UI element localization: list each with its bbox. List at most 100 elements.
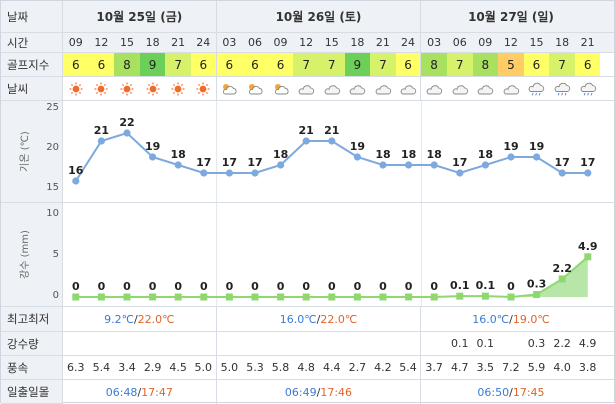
wind-cell: 5.4 (396, 356, 422, 379)
partly-cloudy-icon (217, 77, 243, 100)
wind-cell: 4.0 (553, 361, 571, 374)
time-cell: 18 (555, 36, 570, 49)
precipitation-data-label: 4.9 (578, 240, 598, 253)
temperature-data-label: 18 (273, 148, 288, 161)
cloud-icon (345, 77, 371, 100)
temperature-data-label: 17 (247, 156, 262, 169)
temperature-point (430, 161, 438, 169)
temperature-point (97, 137, 105, 145)
sunset: 17:46 (320, 385, 353, 399)
temperature-data-label: 17 (222, 156, 237, 169)
date-row: 10월 25일 (금) 10월 26일 (토) 10월 27일 (일) (63, 1, 614, 33)
golf-score-cell: 7 (165, 53, 191, 76)
y-axis-tick: 25 (46, 102, 59, 113)
wind-cell: 3.4 (118, 361, 136, 374)
precipitation-point (225, 293, 233, 301)
time-cell: 12 (299, 36, 314, 49)
sun-day-3: 06:50/17:45 (421, 380, 600, 404)
precipitation-point (507, 293, 515, 301)
time-row: 09 12 15 18 21 24 03 06 09 12 15 18 21 24 03 06 09 12 15 18… (63, 33, 614, 53)
precip-cell: 4.9 (578, 337, 597, 350)
temperature-data-label: 17 (580, 156, 595, 169)
precipitation-data-label: 0.1 (450, 279, 470, 292)
temperature-point (174, 161, 182, 169)
temperature-data-label: 21 (324, 124, 339, 137)
time-cell: 12 (503, 36, 518, 49)
sunset: 17:45 (512, 385, 545, 399)
temperature-point (302, 137, 310, 145)
cloud-icon (421, 77, 447, 100)
wind-cell: 5.3 (246, 361, 264, 374)
precipitation-point (379, 293, 387, 301)
y-axis-tick: 15 (46, 182, 59, 193)
time-cell: 24 (396, 33, 422, 52)
max-temp: 19.0℃ (512, 312, 550, 326)
cloud-icon (319, 77, 345, 100)
precip-cell (217, 332, 243, 355)
temperature-chart: 16 21 22 19 18 17 17 17 18 21 21 19 18 18 18 17 18 19 19 17… (63, 101, 615, 203)
wind-cell: 3.7 (425, 361, 443, 374)
precipitation-data-label: 0 (328, 280, 336, 293)
temperature-point (277, 161, 285, 169)
temperature-data-label: 21 (94, 124, 109, 137)
rain-cloud-icon (549, 77, 575, 100)
partly-cloudy-icon (268, 77, 294, 100)
temperature-point (72, 177, 80, 185)
temperature-point (379, 161, 387, 169)
time-cell: 15 (529, 36, 544, 49)
temperature-data-label: 21 (299, 124, 314, 137)
precipitation-data-label: 0 (277, 280, 285, 293)
precip-cell: 0.1 (476, 337, 495, 350)
wind-cell: 7.2 (502, 361, 520, 374)
wind-cell: 2.9 (143, 361, 162, 374)
max-temp: 22.0℃ (320, 312, 358, 326)
wind-cell: 6.3 (67, 361, 85, 374)
temperature-data-label: 17 (452, 156, 467, 169)
golf-score-cell: 7 (549, 53, 575, 76)
temperature-data-label: 18 (478, 148, 493, 161)
golf-score-cell: 8 (114, 53, 140, 76)
precipitation-point (558, 275, 566, 283)
golf-score-cell: 6 (267, 53, 294, 76)
precip-cell (89, 332, 115, 355)
temperature-point (251, 169, 259, 177)
precip-cell (191, 332, 217, 355)
sunset: 17:47 (141, 385, 173, 399)
precip-cell (370, 332, 396, 355)
precipitation-point (328, 293, 336, 301)
precipitation-point (584, 253, 592, 261)
golf-score-cell: 7 (446, 53, 473, 76)
time-cell: 15 (119, 36, 134, 49)
temperature-point (584, 169, 592, 177)
precipitation-data-label: 0 (430, 280, 438, 293)
sun-separator: / (509, 385, 513, 399)
cloud-icon (498, 77, 524, 100)
rain-axis-cell: 강수 (mm) (1, 203, 63, 307)
wind-cell: 2.7 (348, 361, 367, 374)
wind-cell: 4.7 (450, 361, 469, 374)
time-cell: 03 (427, 36, 442, 49)
time-cell: 09 (68, 36, 83, 49)
precip-cell (345, 332, 371, 355)
wind-cell: 5.0 (191, 356, 217, 379)
temperature-data-label: 16 (68, 164, 84, 177)
precipitation-data-label: 0 (251, 280, 259, 293)
precipitation-data-label: 0 (72, 280, 80, 293)
golf-score-cell: 6 (395, 53, 422, 76)
cloud-icon (447, 77, 473, 100)
precip-cell: 0.3 (527, 337, 546, 350)
temperature-point (558, 169, 566, 177)
temperature-point (123, 129, 131, 137)
precipitation-point (481, 292, 489, 300)
precipitation-point (123, 293, 131, 301)
golf-score-cell: 6 (88, 53, 115, 76)
time-cell: 18 (145, 36, 160, 49)
golf-score-cell: 6 (574, 53, 601, 76)
temperature-data-label: 18 (401, 148, 416, 161)
precipitation-point (353, 293, 361, 301)
sunrise: 06:49 (284, 385, 317, 399)
precipitation-point (174, 293, 182, 301)
sun-separator: / (316, 385, 321, 399)
